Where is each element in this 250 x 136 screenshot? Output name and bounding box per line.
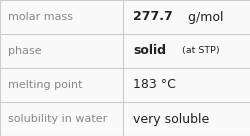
Text: very soluble: very soluble: [132, 112, 208, 126]
Text: g/mol: g/mol: [184, 10, 223, 24]
Text: (at STP): (at STP): [175, 47, 218, 55]
Text: molar mass: molar mass: [8, 12, 72, 22]
Text: solid: solid: [132, 44, 165, 58]
Text: 183 °C: 183 °C: [132, 78, 175, 92]
Text: phase: phase: [8, 46, 41, 56]
Text: 277.7: 277.7: [132, 10, 172, 24]
Text: solubility in water: solubility in water: [8, 114, 106, 124]
Text: melting point: melting point: [8, 80, 82, 90]
